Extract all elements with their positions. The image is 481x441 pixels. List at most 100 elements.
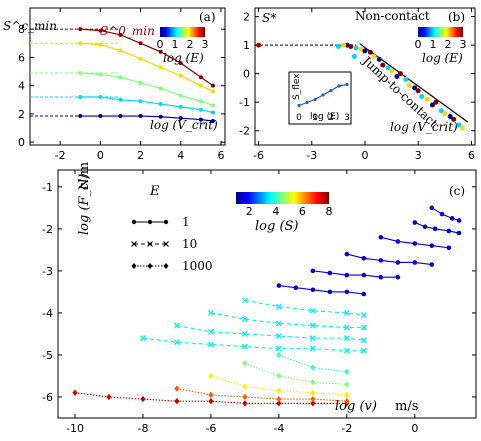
colorbar-tick-label: 3 [460, 38, 467, 51]
data-point [118, 114, 123, 119]
scatter-point [376, 56, 382, 62]
panel-c-y-tick-label: -1 [42, 181, 53, 194]
series-line [80, 96, 214, 114]
data-point [118, 48, 123, 53]
scatter-point [351, 54, 357, 60]
data-point [198, 83, 203, 88]
data-point [174, 385, 180, 392]
panel-b-x-tick-label: 6 [468, 149, 475, 162]
panel-b-label: (b) [448, 10, 465, 24]
panel-a-y-tick-label: 2 [18, 108, 25, 121]
scatter-point [348, 44, 354, 50]
data-point [242, 383, 248, 390]
data-point [275, 345, 282, 352]
inset-point [337, 84, 341, 88]
data-point [98, 94, 103, 99]
data-point [98, 28, 103, 33]
panel-c-y-tick-label: -6 [42, 391, 53, 404]
scatter-point [415, 88, 421, 94]
data-point [78, 114, 83, 119]
panel-c-x-tick-label: -6 [205, 422, 216, 435]
data-point [395, 274, 401, 280]
data-point [174, 397, 180, 405]
data-point [173, 322, 180, 329]
series-line [80, 28, 214, 87]
panel-b-x-tick-label: -3 [306, 149, 317, 162]
data-point [310, 379, 316, 386]
scatter-point [406, 82, 412, 88]
panel-b-inset-x-label: log (E) [310, 112, 339, 122]
data-point [78, 94, 83, 99]
data-point [360, 347, 367, 354]
data-point [412, 241, 418, 246]
data-point [78, 70, 83, 75]
data-point [446, 228, 452, 234]
legend-label: 10 [182, 237, 197, 251]
panel-c-colorbar-label: log (S) [255, 219, 299, 234]
data-point [178, 116, 183, 121]
scatter-point [371, 54, 377, 60]
data-point [208, 397, 214, 405]
panel-b-y-label: S* [262, 11, 276, 25]
panel-b-y-tick-label: -2 [239, 125, 250, 138]
data-point [158, 86, 163, 91]
panel-c-x-tick-label: 0 [411, 422, 418, 435]
inset-point [305, 100, 309, 105]
legend-marker [163, 263, 169, 269]
panel-b-y-tick-label: 2 [243, 11, 250, 24]
inset-point [329, 88, 333, 93]
scatter-point [380, 62, 386, 68]
series-line [431, 207, 460, 221]
panel-c-y-tick-label: -4 [42, 307, 53, 320]
inset-point [345, 82, 349, 87]
data-point [456, 230, 462, 236]
panel-c-label: (c) [449, 184, 465, 198]
data-point [207, 341, 214, 348]
data-point [446, 245, 452, 251]
series-line [244, 362, 347, 385]
data-point [276, 283, 282, 288]
data-point [139, 335, 146, 342]
data-point [344, 251, 350, 257]
series-line [244, 299, 364, 316]
scatter-point [438, 108, 444, 114]
data-point [178, 61, 183, 66]
data-point [429, 262, 435, 267]
panel-b-x-tick-label: -6 [253, 149, 264, 162]
panel-b-colorbar-label: log (E) [422, 51, 463, 65]
series-line [176, 388, 347, 402]
panel-c-y-unit: N/m [77, 162, 92, 190]
data-point [138, 56, 143, 61]
panel-c-y-tick-label: -2 [42, 223, 53, 236]
data-point [198, 99, 203, 104]
data-point [118, 32, 123, 37]
data-point [178, 73, 183, 78]
fit-line [359, 43, 469, 123]
panel-c-plot: -10 -8 -6 -4 -2 0 -6 -5 -4 -3 -2 -1 [42, 170, 476, 435]
data-point [344, 368, 350, 375]
colorbar-tick-label: 8 [326, 205, 333, 218]
inset-point [313, 97, 317, 102]
data-point [310, 400, 316, 407]
data-point [138, 114, 143, 119]
panel-a-y-tick-label: 6 [18, 51, 25, 64]
data-point [422, 224, 428, 230]
data-point [344, 397, 350, 405]
scatter-point [362, 48, 368, 54]
data-point [207, 328, 214, 335]
panel-b-x-tick-label: 3 [415, 149, 422, 162]
panel-b-annotation-noncontact: Non-contact [355, 9, 430, 23]
panel-b-y-tick-label: -1 [239, 96, 250, 109]
scatter-point [367, 49, 373, 55]
panel-c-x-tick-label: -2 [341, 422, 352, 435]
series-line [210, 312, 364, 329]
scatter-point [353, 45, 359, 51]
data-point [309, 322, 316, 329]
data-point [310, 389, 316, 396]
series-line [312, 270, 398, 278]
data-point [275, 320, 282, 327]
